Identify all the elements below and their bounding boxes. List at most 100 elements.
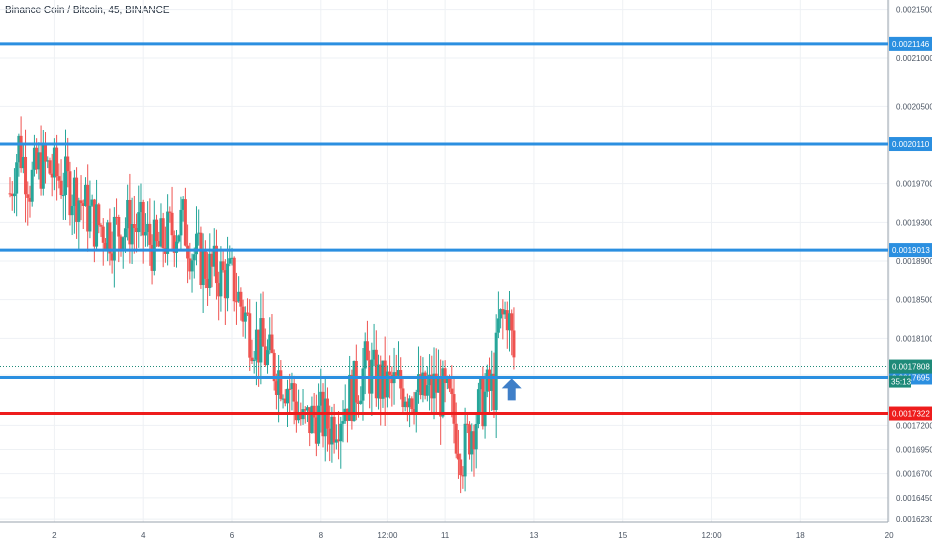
- candle-body: [203, 250, 207, 279]
- candle-body: [357, 402, 361, 404]
- candle-body: [148, 223, 152, 245]
- candle-body: [456, 453, 460, 460]
- candle-body: [372, 349, 376, 360]
- candle-body: [141, 201, 145, 236]
- time-tick-label: 13: [529, 531, 538, 540]
- candle-body: [88, 205, 92, 232]
- candle-body: [152, 219, 156, 271]
- candle-body: [341, 421, 345, 424]
- candle-body: [359, 400, 363, 404]
- candle-body: [270, 334, 274, 353]
- price-tick-label: 0.0021500: [896, 6, 932, 15]
- level-price-label: 0.0021146: [892, 40, 930, 49]
- candle-body: [266, 350, 270, 366]
- candle-body: [37, 152, 41, 170]
- candle-body: [112, 216, 116, 261]
- candle-body: [365, 341, 369, 361]
- candle-body: [459, 459, 463, 476]
- candle-body: [90, 199, 94, 206]
- candle-body: [28, 197, 32, 202]
- candle-body: [46, 160, 50, 162]
- candle-body: [246, 312, 250, 314]
- candle-body: [330, 416, 334, 445]
- price-tick-label: 0.0017200: [896, 421, 932, 430]
- candle-body: [210, 253, 214, 267]
- candle-body: [214, 245, 218, 284]
- candle-body: [503, 310, 507, 315]
- candle-body: [423, 372, 427, 396]
- candle-body: [150, 244, 154, 271]
- candle-body: [26, 194, 30, 198]
- time-tick-label: 11: [441, 531, 450, 540]
- candle-body: [228, 258, 232, 264]
- candle-body: [379, 364, 383, 399]
- countdown-label: 35:13: [891, 378, 912, 387]
- candle-body: [234, 301, 238, 303]
- candle-body: [425, 385, 429, 396]
- price-tick-label: 0.0016230: [896, 515, 932, 524]
- candle-body: [83, 184, 87, 207]
- candle-body: [75, 177, 79, 222]
- candle-body: [192, 254, 196, 261]
- candle-body: [219, 261, 223, 297]
- candle-body: [117, 216, 121, 237]
- candle-body: [123, 228, 127, 238]
- candle-body: [230, 257, 234, 259]
- candle-body: [19, 135, 23, 169]
- candle-body: [436, 377, 440, 393]
- candle-body: [237, 291, 241, 302]
- candle-body: [510, 313, 514, 331]
- candle-body: [421, 372, 425, 396]
- candle-body: [57, 176, 61, 181]
- price-tick-label: 0.0016700: [896, 470, 932, 479]
- candle-body: [299, 414, 303, 420]
- candle-body: [8, 193, 12, 195]
- candle-body: [159, 218, 163, 247]
- candle-body: [388, 371, 392, 375]
- candle-body: [132, 224, 136, 228]
- candle-body: [48, 160, 52, 174]
- candle-body: [288, 388, 292, 390]
- candle-body: [303, 409, 307, 411]
- candle-body: [463, 423, 467, 477]
- candle-body: [488, 369, 492, 391]
- countdown-tag: [889, 375, 911, 388]
- level-price-label: 0.0020110: [892, 140, 930, 149]
- candle-body: [183, 199, 187, 246]
- candle-body: [263, 346, 267, 366]
- candle-body: [419, 374, 423, 396]
- candle-body: [72, 177, 76, 206]
- candle-body: [496, 318, 500, 333]
- candle-body: [139, 201, 143, 213]
- candle-body: [206, 278, 210, 289]
- candle-body: [197, 232, 201, 234]
- price-tick-label: 0.0020500: [896, 102, 932, 111]
- candle-body: [294, 401, 298, 421]
- candle-body: [97, 204, 101, 226]
- candle-body: [408, 398, 412, 408]
- price-tick-label: 0.0016450: [896, 494, 932, 503]
- candle-body: [308, 407, 312, 434]
- level-price-label: 0.0017695: [892, 373, 930, 382]
- candle-body: [130, 224, 134, 245]
- candle-body: [77, 200, 81, 222]
- candle-body: [281, 398, 285, 400]
- price-tick-label: 0.0019300: [896, 218, 932, 227]
- candle-body: [508, 313, 511, 331]
- up-arrow-icon: [501, 378, 522, 401]
- candle-body: [10, 193, 14, 197]
- candle-body: [399, 369, 403, 389]
- candle-body: [286, 388, 289, 404]
- candle-body: [439, 377, 443, 417]
- candle-body: [172, 235, 176, 253]
- candle-body: [363, 341, 367, 369]
- candle-body: [416, 374, 420, 393]
- candle-body: [226, 263, 230, 299]
- candle-body: [472, 431, 476, 450]
- last-price-tag: [889, 359, 932, 374]
- candle-body: [499, 309, 503, 319]
- candle-body: [143, 232, 147, 236]
- candle-body: [274, 381, 278, 395]
- candle-body: [199, 232, 203, 286]
